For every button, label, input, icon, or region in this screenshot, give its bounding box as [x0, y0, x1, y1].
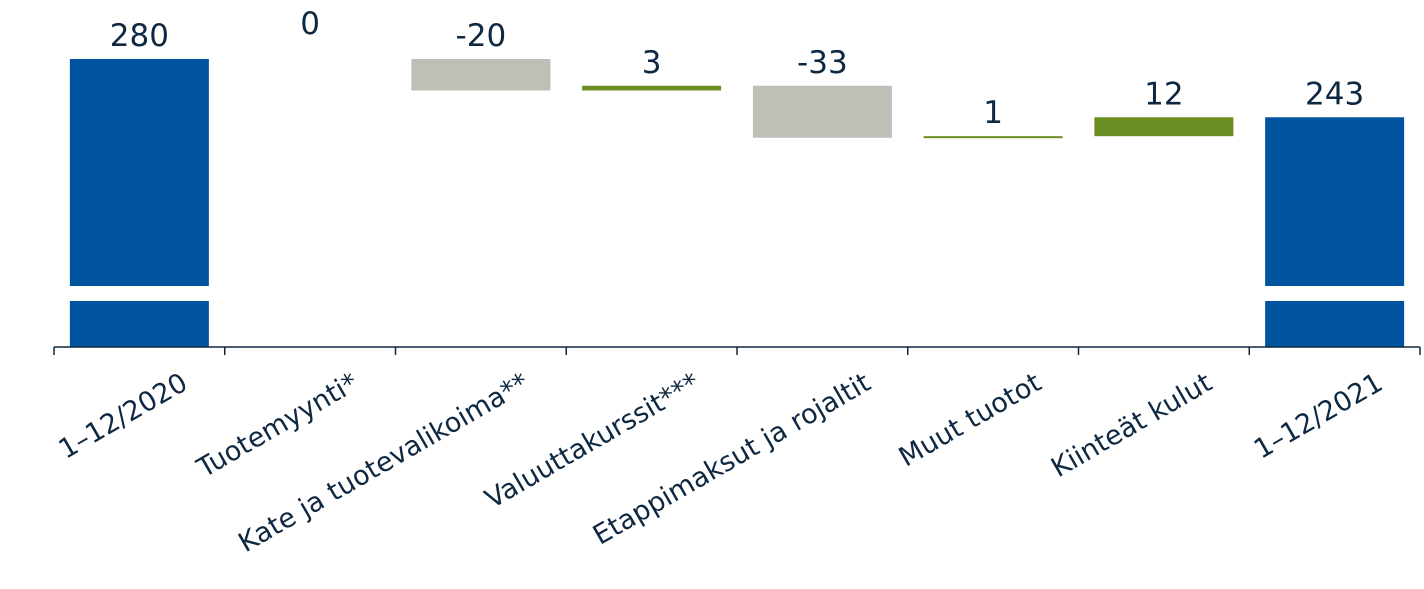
value-label-5: 1 [983, 95, 1003, 131]
bar-0 [69, 59, 209, 347]
category-label-2: Kate ja tuotevalikoima** [233, 367, 534, 559]
category-label-5: Muut tuotot [894, 367, 1047, 473]
value-label-2: -20 [456, 18, 507, 54]
value-labels-layer: 280 0 -20 3 -33 1 12 243 [110, 6, 1364, 131]
value-label-7: 243 [1305, 76, 1364, 112]
axis-breaks-layer [67, 286, 1407, 301]
bar-5 [923, 136, 1063, 139]
category-label-0: 1–12/2020 [54, 367, 193, 465]
x-axis [53, 346, 1421, 355]
category-labels-layer: 1–12/2020 Tuotemyynti*Kate ja tuotevaliko… [54, 367, 1388, 559]
axis-break-0 [67, 286, 211, 301]
bar-6 [1094, 117, 1234, 137]
category-label-4: Etappimaksut ja rojaltit [588, 367, 876, 551]
category-label-6: Kiinteät kulut [1046, 367, 1217, 484]
value-label-0: 280 [110, 18, 169, 54]
bar-4 [752, 85, 892, 138]
bar-3 [582, 85, 722, 91]
axis-break-7 [1263, 286, 1407, 301]
value-label-1: 0 [300, 6, 320, 42]
bar-7 [1265, 117, 1405, 348]
value-label-3: 3 [642, 45, 662, 81]
category-label-7: 1–12/2021 [1249, 367, 1388, 465]
value-label-6: 12 [1144, 76, 1183, 112]
bars-layer [69, 59, 1405, 348]
value-label-4: -33 [797, 45, 848, 81]
category-label-1: Tuotemyynti* [191, 367, 363, 484]
bar-2 [411, 59, 551, 91]
